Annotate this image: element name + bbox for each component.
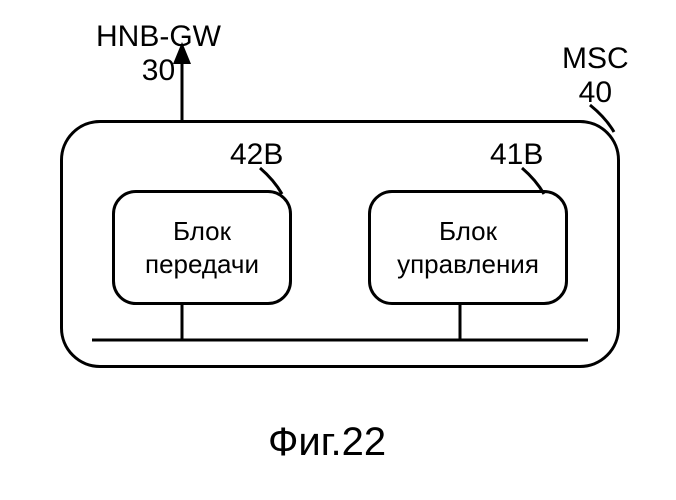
block-ctrl-label: Блок управления — [371, 215, 565, 280]
outer-ref-label: MSC 40 — [562, 42, 629, 110]
figure-caption: Фиг.22 — [268, 420, 386, 465]
block-ctrl: Блок управления — [368, 190, 568, 305]
block-tx-label: Блок передачи — [115, 215, 289, 280]
external-label: HNB-GW 30 — [96, 20, 221, 88]
block-ctrl-ref: 41B — [490, 138, 543, 172]
block-tx-ref: 42B — [230, 138, 283, 172]
block-tx: Блок передачи — [112, 190, 292, 305]
diagram-canvas: Блок передачи Блок управления HNB-GW 30 … — [0, 0, 676, 500]
